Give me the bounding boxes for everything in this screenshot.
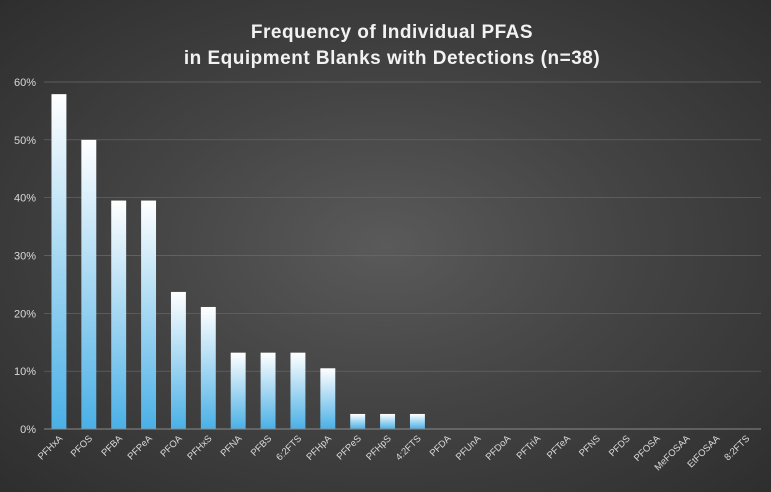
bar-pfpes <box>350 413 366 429</box>
x-tick-label: PFHpS <box>364 433 393 462</box>
bar-pfhps <box>380 413 396 429</box>
x-tick-label: PFNA <box>219 433 245 459</box>
bar-pfhxa <box>51 94 67 430</box>
x-tick-label: PFPeS <box>335 433 364 462</box>
x-tick-label: PFHxA <box>36 433 66 463</box>
y-tick-label: 50% <box>14 135 36 147</box>
gridlines <box>44 81 761 372</box>
x-tick-label: PFDA <box>428 433 454 459</box>
bar-pfba <box>111 200 127 429</box>
bar-6-2fts <box>290 352 306 429</box>
y-tick-label: 40% <box>14 193 36 205</box>
bar-pfhpa <box>320 368 336 429</box>
y-tick-label: 10% <box>14 366 36 378</box>
bar-pfos <box>81 139 97 430</box>
x-tick-label: 8:2FTS <box>722 433 752 463</box>
bar-4-2fts <box>409 413 425 429</box>
bar-pfbs <box>260 352 276 429</box>
x-tick-label: PFBA <box>99 433 125 459</box>
bar-pfhxs <box>200 306 216 429</box>
x-tick-label: PFHxS <box>185 433 214 462</box>
x-tick-label: PFPeA <box>126 433 156 463</box>
bar-pfna <box>230 352 246 429</box>
x-tick-label: PFTeA <box>545 433 573 461</box>
x-tick-label: PFOA <box>158 433 185 460</box>
x-tick-label: PFOS <box>69 433 95 459</box>
y-tick-label: 20% <box>14 308 36 320</box>
x-tick-label: 6:2FTS <box>274 433 304 463</box>
chart-title-line-2: in Equipment Blanks with Detections (n=3… <box>184 48 600 69</box>
bars <box>51 94 425 430</box>
chart-title-line-1: Frequency of Individual PFAS <box>251 22 533 43</box>
y-tick-label: 0% <box>20 424 36 436</box>
x-tick-label: PFUnA <box>454 433 484 463</box>
x-tick-label: EtFOSAA <box>685 433 722 470</box>
x-tick-label: PFHpA <box>305 433 335 463</box>
bar-pfoa <box>170 291 186 429</box>
x-axis-ticks: PFHxA PFOS PFBA PFPeA PFOA PFHxS PFNA PFBS 6:2FT… <box>36 433 752 473</box>
x-tick-label: PFDoA <box>484 433 514 463</box>
y-axis-ticks: 0% 10% 20% 30% 40% 50% 60% <box>14 77 36 436</box>
y-tick-label: 60% <box>14 77 36 89</box>
x-tick-label: 4:2FTS <box>394 433 424 463</box>
x-tick-label: PFBS <box>249 433 274 458</box>
y-tick-label: 30% <box>14 251 36 263</box>
bar-pfpea <box>141 200 157 429</box>
x-tick-label: PFTriA <box>515 433 544 462</box>
x-tick-label: PFNS <box>577 433 603 459</box>
x-tick-label: PFDS <box>607 433 633 459</box>
